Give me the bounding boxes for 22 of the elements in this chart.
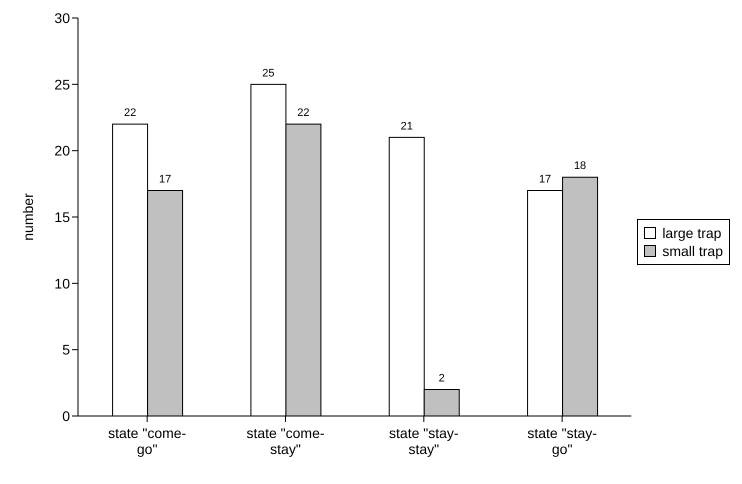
data-label: 17 (158, 173, 172, 186)
y-tick-label: 10 (54, 275, 70, 292)
x-tick-label: state "come-stay" (246, 425, 325, 457)
data-label: 22 (297, 107, 310, 120)
data-label: 2 (438, 372, 445, 384)
y-tick-label: 0 (62, 408, 70, 424)
legend-label: large trap (662, 224, 722, 242)
data-label: 25 (262, 67, 275, 80)
y-tick-label: 20 (54, 142, 70, 159)
data-label: 21 (400, 120, 413, 132)
data-label: 22 (124, 107, 136, 120)
x-tick-label: state "stay-go" (527, 425, 598, 457)
y-tick-label: 15 (54, 208, 70, 225)
y-axis-title: number (20, 192, 36, 241)
data-label: 17 (538, 173, 552, 186)
x-tick-label: state "stay-stay" (389, 425, 459, 457)
y-tick-label: 30 (54, 10, 70, 26)
data-label: 18 (574, 160, 586, 172)
y-tick-label: 5 (62, 342, 70, 358)
y-tick-label: 25 (54, 76, 70, 92)
x-tick-label: state "come-go" (108, 425, 187, 457)
legend-label: small trap (662, 242, 723, 260)
